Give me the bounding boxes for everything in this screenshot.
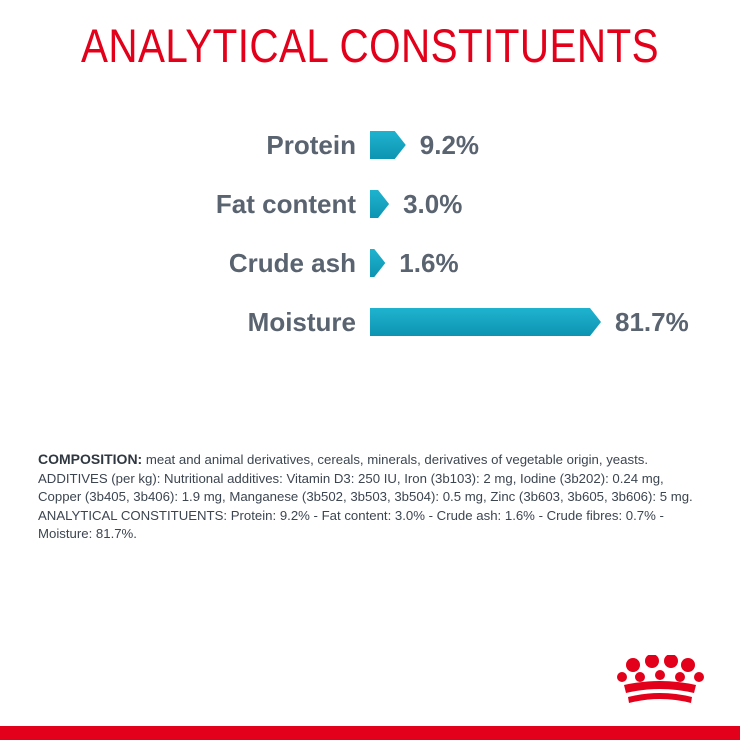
crown-icon xyxy=(617,655,704,703)
bar xyxy=(370,308,601,336)
category-label: Moisture xyxy=(248,307,356,337)
category-label: Crude ash xyxy=(229,248,356,278)
constituents-bar-chart: Protein 9.2% Fat content 3.0% Crude ash 1.6% M… xyxy=(216,130,689,337)
analytical-constituents-paragraph: ANALYTICAL CONSTITUENTS: Protein: 9.2% -… xyxy=(38,507,664,542)
value-label: 9.2% xyxy=(420,130,479,160)
composition-ingredients: meat and animal derivatives, cereals, mi… xyxy=(142,452,648,467)
footer-red-band xyxy=(0,726,740,740)
bar xyxy=(370,249,386,277)
value-label: 81.7% xyxy=(615,307,689,337)
composition-heading: COMPOSITION: xyxy=(38,451,143,467)
bar xyxy=(370,190,390,218)
composition-text-block: COMPOSITION: meat and animal derivatives… xyxy=(38,450,708,544)
value-label: 1.6% xyxy=(399,248,458,278)
additives-paragraph: ADDITIVES (per kg): Nutritional additive… xyxy=(38,470,693,505)
category-label: Fat content xyxy=(216,189,356,219)
page-title: ANALYTICAL CONSTITUENTS xyxy=(80,19,660,72)
bar xyxy=(370,131,406,159)
value-label: 3.0% xyxy=(403,189,462,219)
category-label: Protein xyxy=(266,130,356,160)
composition-paragraph: COMPOSITION: meat and animal derivatives… xyxy=(38,450,708,470)
